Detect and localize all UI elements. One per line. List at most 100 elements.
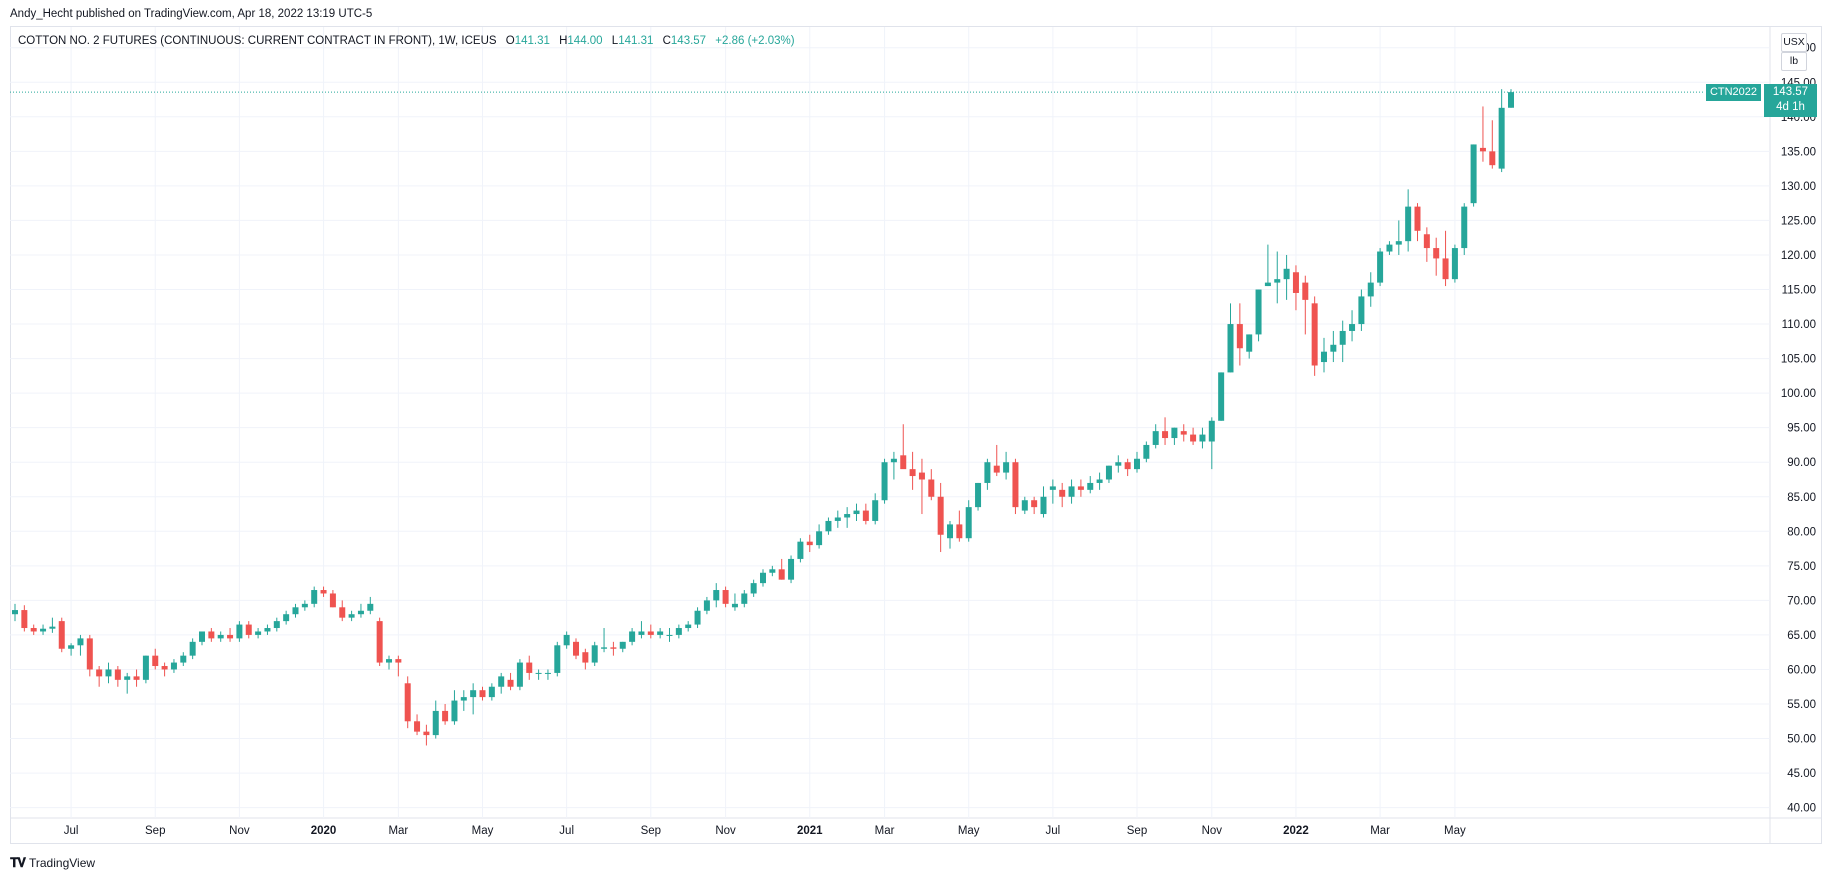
candle-body (86, 638, 93, 670)
candle-body (208, 631, 215, 639)
open-value: 141.31 (514, 35, 550, 47)
candle-body (404, 683, 411, 722)
last-price-badge: 143.57 4d 1h (1764, 84, 1817, 118)
candle-body (629, 631, 636, 642)
candle-body (563, 634, 570, 646)
x-tick-label: May (472, 825, 494, 837)
candle-body (1115, 462, 1122, 466)
candle-body (722, 590, 729, 604)
candle-body (675, 628, 682, 635)
candle-body (872, 500, 879, 521)
candle-body (1292, 272, 1299, 293)
bar-countdown: 4d 1h (1776, 101, 1805, 114)
x-tick-label: May (958, 825, 980, 837)
x-tick-label: 2022 (1283, 825, 1309, 837)
candle-body (292, 607, 299, 615)
candle-body (816, 531, 823, 546)
candle-body (601, 647, 608, 649)
candle-body (797, 541, 804, 559)
y-tick-label: 135.00 (1781, 146, 1816, 158)
candle-body (1330, 344, 1337, 352)
candle-body (283, 614, 290, 622)
x-tick-label: Mar (388, 825, 408, 837)
y-tick-label: 80.00 (1787, 526, 1816, 538)
currency-unit-button[interactable]: USX (1781, 33, 1807, 52)
candle-body (161, 666, 168, 670)
candle-body (1395, 241, 1402, 245)
measure-unit-button[interactable]: lb (1781, 52, 1807, 71)
candle-body (1040, 496, 1047, 515)
candle-body (264, 628, 271, 632)
candle-body (1321, 351, 1327, 363)
y-tick-label: 105.00 (1781, 354, 1816, 366)
y-tick-label: 100.00 (1781, 388, 1816, 400)
candle-body (217, 634, 224, 639)
y-tick-label: 60.00 (1787, 664, 1816, 676)
footer-brand[interactable]: 𝐓𝐕 TradingView (10, 855, 95, 871)
candle-body (386, 659, 392, 663)
candle-body (1096, 479, 1103, 483)
candle-body (30, 628, 37, 632)
candle-body (1433, 248, 1440, 259)
candle-body (1479, 147, 1486, 152)
y-tick-label: 50.00 (1787, 734, 1816, 746)
candle-body (124, 676, 131, 680)
candle-body (245, 624, 252, 635)
candle-body (376, 621, 383, 663)
candle-body (1134, 458, 1140, 470)
candle-body (189, 641, 196, 656)
x-tick-label: Nov (715, 825, 736, 837)
candle-body (1059, 489, 1066, 497)
candle-body (1021, 500, 1028, 511)
y-tick-label: 75.00 (1787, 561, 1816, 573)
x-tick-label: Sep (1127, 825, 1147, 837)
candle-body (1162, 431, 1169, 439)
candle-body (1031, 500, 1038, 508)
y-tick-label: 45.00 (1787, 768, 1816, 780)
candle-body (1283, 268, 1290, 280)
candle-body (1489, 151, 1496, 166)
candle-body (834, 517, 841, 521)
candle-body (703, 600, 710, 611)
candle-body (619, 641, 626, 649)
candle-body (301, 603, 308, 608)
candle-body (49, 626, 56, 629)
candle-body (1339, 330, 1346, 345)
y-tick-label: 120.00 (1781, 250, 1816, 262)
candle-body (657, 631, 664, 635)
candle-body (947, 524, 953, 539)
candle-body (984, 462, 991, 483)
candle-body (694, 610, 701, 625)
candle-body (928, 479, 935, 497)
candle-body (1508, 92, 1514, 108)
last-price-value: 143.57 (1772, 86, 1809, 99)
candle-body (1218, 372, 1225, 421)
candle-body (357, 610, 364, 615)
x-tick-label: Nov (229, 825, 250, 837)
candle-body (1049, 486, 1056, 490)
chart-frame[interactable] (10, 26, 1822, 844)
x-tick-label: 2021 (797, 825, 823, 837)
candle-body (993, 465, 1000, 473)
candle-body (638, 631, 645, 635)
y-tick-label: 115.00 (1782, 285, 1816, 297)
candle-body (573, 641, 579, 656)
candle-body (507, 679, 514, 687)
candle-body (320, 590, 327, 594)
candle-body (1367, 282, 1374, 297)
candle-body (975, 482, 982, 508)
y-tick-label: 125.00 (1781, 215, 1816, 227)
y-tick-label: 110.00 (1782, 319, 1816, 331)
candle-body (423, 731, 430, 736)
close-label: C (662, 35, 671, 47)
candle-body (1358, 296, 1365, 325)
brand-name: TradingView (29, 856, 96, 870)
close-value: 143.57 (670, 35, 707, 47)
candle-body (881, 462, 888, 501)
candle-body (1105, 465, 1112, 480)
candle-body (236, 624, 243, 639)
x-tick-label: May (1444, 825, 1466, 837)
candle-body (844, 514, 851, 518)
candle-body (152, 655, 159, 667)
